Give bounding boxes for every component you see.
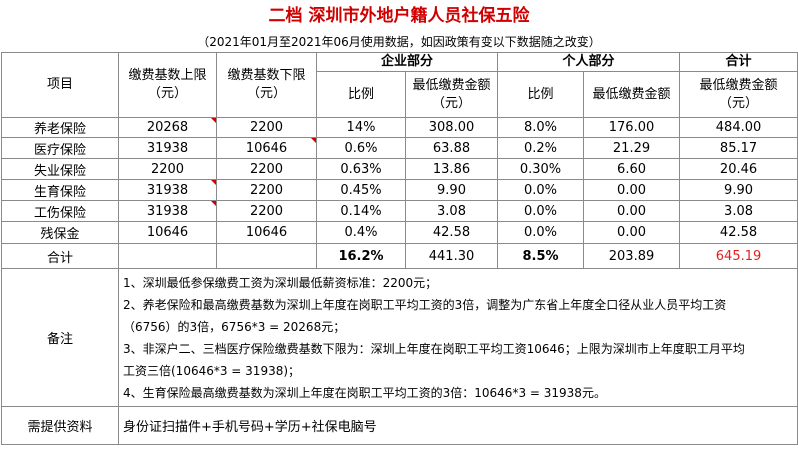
notes-label: 备注 <box>1 268 119 407</box>
row-enterprise-amount: 3.08 <box>404 200 499 222</box>
note-line-2: 2、养老保险和最高缴费基数为深圳上年度在岗职工平均工资的3倍，调整为广东省上年度… <box>123 297 727 312</box>
row-enterprise-amount: 13.86 <box>404 158 499 180</box>
row-upper: 31938 <box>118 200 217 222</box>
header-enterprise-min-amount: 最低缴费金额 （元） <box>404 71 499 118</box>
row-personal-amount: 0.00 <box>583 200 681 222</box>
header-base-upper: 缴费基数上限 （元） <box>118 52 217 118</box>
row-upper: 2200 <box>118 158 217 180</box>
table-row: 生育保险 31938 2200 0.45% 9.90 0.0% 0.00 9.9… <box>1 179 798 201</box>
totals-total: 645.19 <box>679 243 798 269</box>
totals-lower-empty <box>216 243 317 269</box>
header-personal-ratio: 比例 <box>497 71 585 118</box>
note-line-3: （6756）的3倍，6756*3 = 20268元； <box>123 319 346 334</box>
row-name: 失业保险 <box>1 158 119 180</box>
header-enterprise-min-amount-unit: （元） <box>432 95 472 111</box>
header-total-min-amount-label: 最低缴费金额 <box>699 77 778 93</box>
row-personal-amount: 6.60 <box>583 158 681 180</box>
note-line-6: 4、生育保险最高缴费基数为深圳上年度在岗职工平均工资的3倍：10646*3 = … <box>123 385 606 400</box>
row-total: 3.08 <box>679 200 798 222</box>
header-personal-min-amount: 最低缴费金额 <box>583 71 681 118</box>
header-base-upper-label: 缴费基数上限 <box>128 68 207 83</box>
table-row: 残保金 10646 10646 0.4% 42.58 0.0% 0.00 42.… <box>1 221 798 244</box>
row-lower: 2200 <box>216 158 317 180</box>
row-lower: 10646 <box>216 221 317 244</box>
totals-row: 合计 16.2% 441.30 8.5% 203.89 645.19 <box>1 243 798 269</box>
row-name: 残保金 <box>1 221 119 244</box>
header-total: 合计 <box>679 52 798 72</box>
header-total-min-amount-unit: （元） <box>719 95 759 111</box>
totals-enterprise-ratio: 16.2% <box>316 243 406 269</box>
table-row: 工伤保险 31938 2200 0.14% 3.08 0.0% 0.00 3.0… <box>1 200 798 222</box>
row-personal-amount: 21.29 <box>583 137 681 159</box>
row-personal-ratio: 0.0% <box>497 179 585 201</box>
row-name: 医疗保险 <box>1 137 119 159</box>
totals-label: 合计 <box>1 243 119 269</box>
header-item: 项目 <box>1 52 119 118</box>
row-total: 20.46 <box>679 158 798 180</box>
header-total-min-amount: 最低缴费金额 （元） <box>679 71 798 118</box>
row-enterprise-amount: 42.58 <box>404 221 499 244</box>
header-base-lower-label: 缴费基数下限 <box>227 68 306 83</box>
row-enterprise-amount: 308.00 <box>404 117 499 138</box>
row-enterprise-ratio: 0.45% <box>316 179 406 201</box>
required-label: 需提供资料 <box>1 406 119 445</box>
row-upper: 31938 <box>118 137 217 159</box>
header-enterprise-min-amount-label: 最低缴费金额 <box>412 77 491 93</box>
row-name: 生育保险 <box>1 179 119 201</box>
table-row: 医疗保险 31938 10646 0.6% 63.88 0.2% 21.29 8… <box>1 137 798 159</box>
required-row: 需提供资料 身份证扫描件+手机号码+学历+社保电脑号 <box>1 406 798 445</box>
row-enterprise-amount: 63.88 <box>404 137 499 159</box>
row-enterprise-ratio: 0.4% <box>316 221 406 244</box>
note-line-1: 1、深圳最低参保缴费工资为深圳最低薪资标准：2200元； <box>123 275 438 290</box>
row-lower: 10646 <box>216 137 317 159</box>
required-value: 身份证扫描件+手机号码+学历+社保电脑号 <box>117 406 798 445</box>
row-personal-amount: 0.00 <box>583 179 681 201</box>
totals-enterprise-amount: 441.30 <box>404 243 499 269</box>
row-lower: 2200 <box>216 117 317 138</box>
row-total: 85.17 <box>679 137 798 159</box>
header-enterprise-ratio: 比例 <box>316 71 406 118</box>
totals-personal-ratio: 8.5% <box>497 243 585 269</box>
insurance-table: 项目 缴费基数上限 （元） 缴费基数下限 （元） 企业部分 个人部分 合计 比例… <box>1 52 798 445</box>
row-lower: 2200 <box>216 179 317 201</box>
row-personal-ratio: 0.0% <box>497 200 585 222</box>
notes-content: 1、深圳最低参保缴费工资为深圳最低薪资标准：2200元； 2、养老保险和最高缴费… <box>117 268 798 407</box>
row-personal-amount: 0.00 <box>583 221 681 244</box>
row-personal-ratio: 0.30% <box>497 158 585 180</box>
header-base-lower: 缴费基数下限 （元） <box>216 52 317 118</box>
row-upper: 31938 <box>118 179 217 201</box>
row-personal-ratio: 8.0% <box>497 117 585 138</box>
note-line-5: 工资三倍(10646*3 = 31938)； <box>123 363 301 378</box>
row-enterprise-ratio: 14% <box>316 117 406 138</box>
row-name: 养老保险 <box>1 117 119 138</box>
table-row: 养老保险 20268 2200 14% 308.00 8.0% 176.00 4… <box>1 117 798 138</box>
header-base-lower-unit: （元） <box>246 86 286 101</box>
header-enterprise: 企业部分 <box>315 52 499 72</box>
row-upper: 10646 <box>118 221 217 244</box>
row-name: 工伤保险 <box>1 200 119 222</box>
note-line-4: 3、非深户二、三档医疗保险缴费基数下限为：深圳上年度在岗职工平均工资10646；… <box>123 341 745 356</box>
row-personal-ratio: 0.2% <box>497 137 585 159</box>
row-enterprise-amount: 9.90 <box>404 179 499 201</box>
row-total: 484.00 <box>679 117 798 138</box>
header-personal: 个人部分 <box>497 52 681 72</box>
row-enterprise-ratio: 0.6% <box>316 137 406 159</box>
header-base-upper-unit: （元） <box>147 86 187 101</box>
row-upper: 20268 <box>118 117 217 138</box>
row-enterprise-ratio: 0.63% <box>316 158 406 180</box>
row-enterprise-ratio: 0.14% <box>316 200 406 222</box>
totals-upper-empty <box>118 243 217 269</box>
page-title: 二档 深圳市外地户籍人员社保五险 <box>268 6 530 26</box>
row-total: 42.58 <box>679 221 798 244</box>
page-subtitle: （2021年01月至2021年06月使用数据，如因政策有变以下数据随之改变） <box>197 35 601 49</box>
row-total: 9.90 <box>679 179 798 201</box>
row-personal-ratio: 0.0% <box>497 221 585 244</box>
table-row: 失业保险 2200 2200 0.63% 13.86 0.30% 6.60 20… <box>1 158 798 180</box>
notes-row: 备注 1、深圳最低参保缴费工资为深圳最低薪资标准：2200元； 2、养老保险和最… <box>1 268 798 407</box>
row-lower: 2200 <box>216 200 317 222</box>
row-personal-amount: 176.00 <box>583 117 681 138</box>
totals-personal-amount: 203.89 <box>583 243 681 269</box>
